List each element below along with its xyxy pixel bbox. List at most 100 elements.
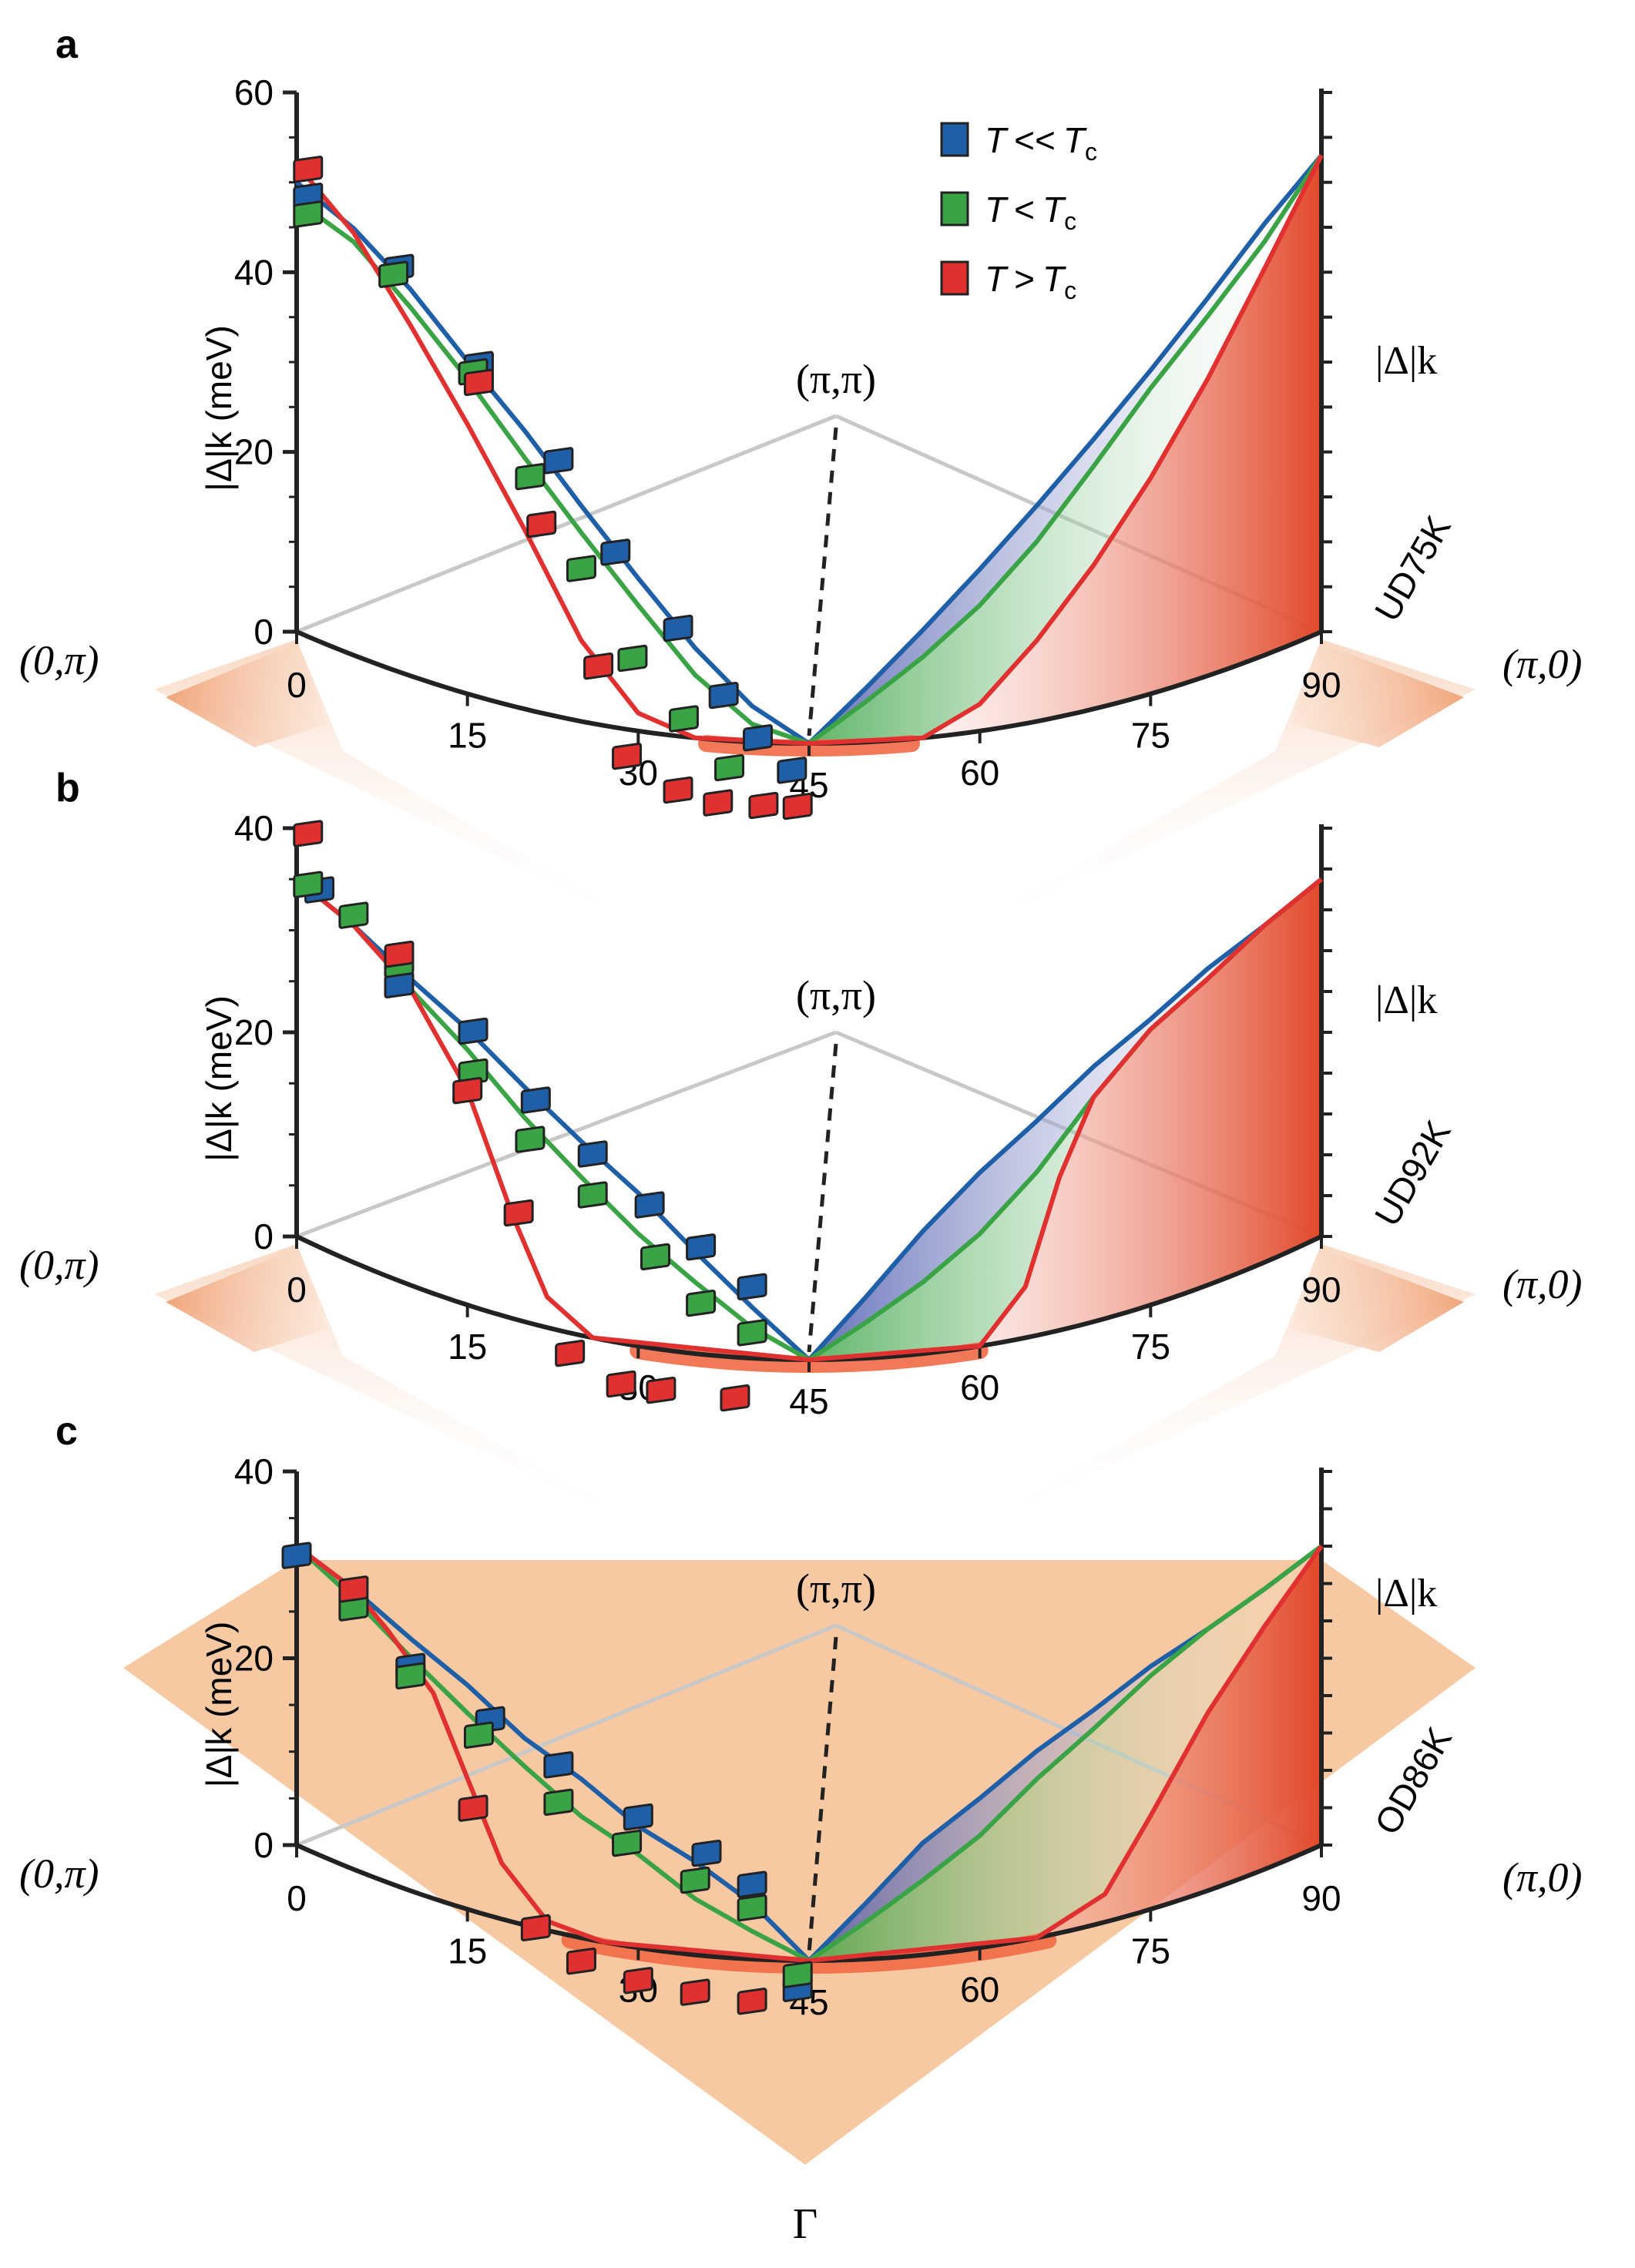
legend-item-red: T > Tc [940,259,1076,304]
data-point [782,792,813,820]
data-point [378,260,409,288]
sample-label: OD86K [1367,1720,1460,1841]
data-point [515,1126,546,1153]
y-tick-label: 40 [234,252,274,292]
data-point [293,200,324,228]
x-tick-label: 45 [789,1381,828,1421]
data-point [737,1870,767,1898]
green-gap-fill [809,1546,1321,1961]
data-point [338,901,369,929]
data-point [555,1340,586,1367]
data-point [293,820,324,847]
data-point [577,1181,608,1209]
data-point [600,538,631,566]
legend: T << Tc T < Tc T > Tc [940,120,1097,304]
data-point [384,940,415,968]
data-point [577,1140,608,1168]
y-tick-label: 20 [234,1012,274,1052]
y-tick-label: 40 [234,1451,274,1491]
data-point [663,614,693,642]
data-point [623,1967,653,1995]
data-point [526,510,557,538]
data-point [338,1575,369,1603]
data-point [463,368,494,397]
y-axis-label: |Δ|k (meV) [199,325,239,492]
x-tick-label: 75 [1131,1327,1170,1367]
panel-letter-b: b [55,766,80,810]
kpoint-pi-pi: (π,π) [796,1565,876,1612]
legend-swatch-blue [940,122,969,157]
x-tick-label: 0 [287,665,307,705]
blue-gap-fill [809,879,1321,1360]
right-axis-label: |Δ|k [1375,1572,1437,1615]
kpoint-pi-zero: (π,0) [1502,1854,1583,1901]
data-point [646,1376,676,1404]
data-point [458,1794,488,1822]
data-point [612,1830,643,1857]
data-point [737,1273,767,1300]
kpoint-pi-pi: (π,π) [796,356,876,402]
series-curve [295,1544,1324,1963]
data-point [737,1988,767,2015]
data-point [583,653,614,680]
data-point [743,724,773,752]
data-point [680,1978,710,2006]
legend-swatch-green [940,191,969,226]
series-curve [294,154,1324,746]
data-point [663,776,693,804]
data-point [720,1384,750,1412]
nodal-dashed-line [807,1043,838,1353]
data-point [686,1233,717,1261]
data-point [606,1370,636,1398]
data-point [634,1191,665,1219]
y-tick-label: 20 [234,432,274,472]
grid-line-left [296,414,837,634]
data-point [617,644,648,673]
y-tick-label: 0 [253,612,274,652]
x-tick-label: 15 [448,716,487,756]
series-curve [295,877,1323,1362]
y-tick-label: 0 [253,1216,274,1256]
x-tick-label: 15 [448,1931,487,1971]
kpoint-zero-pi: (0,π) [19,1850,99,1897]
y-axis-label: |Δ|k (meV) [199,1622,239,1788]
data-point [395,1662,426,1690]
data-point [520,1086,551,1114]
data-point [281,1542,312,1569]
x-tick-label: 60 [960,1367,999,1407]
panel-edge-right [1291,1248,1464,1352]
data-point [686,1289,717,1317]
data-point [777,757,807,784]
red-gap-fill [809,1546,1321,1961]
y-tick-label: 20 [234,1639,274,1679]
panel-edge-left [166,1248,327,1352]
data-point [543,447,574,475]
red-gap-fill [809,155,1321,743]
kpoint-zero-pi: (0,π) [19,637,99,683]
kpoint-pi-zero: (π,0) [1502,641,1583,687]
data-point [458,1017,488,1045]
panel-letter-c: c [55,1409,78,1454]
sample-label: UD92K [1367,1113,1459,1233]
data-point [293,156,324,183]
grid-line-left [296,1030,837,1239]
x-tick-label: 75 [1131,1931,1170,1971]
x-tick-label: 0 [287,1270,307,1310]
data-point [543,1751,574,1779]
data-point [515,463,546,491]
legend-label-blue: T << Tc [985,120,1097,166]
y-tick-label: 0 [253,1825,274,1865]
data-point [748,791,779,820]
data-point [782,1961,813,1988]
data-point [623,1803,653,1831]
data-point [737,1319,767,1347]
y-tick-label: 60 [234,72,274,112]
data-point [566,1948,596,1975]
data-point [668,705,699,733]
kpoint-pi-zero: (π,0) [1502,1261,1583,1307]
x-tick-label: 90 [1301,1878,1341,1918]
data-point [293,871,324,898]
x-tick-label: 90 [1301,1270,1341,1310]
data-point [612,743,643,770]
